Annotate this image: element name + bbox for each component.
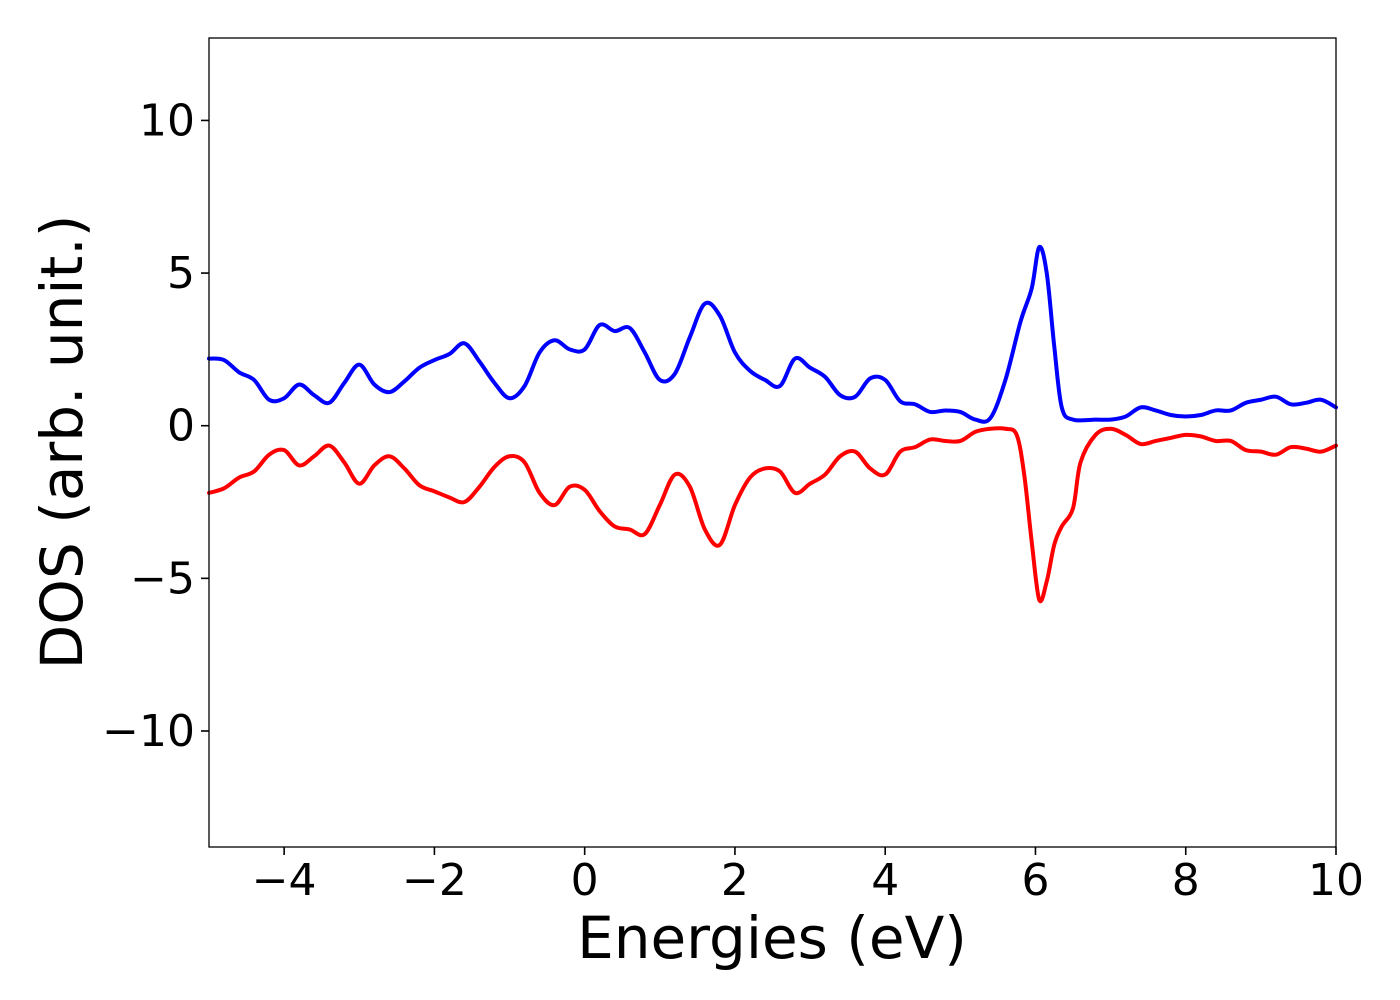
- y-tick-label: 0: [167, 401, 195, 452]
- x-tick-label: 10: [1308, 855, 1364, 906]
- x-tick-label: −2: [402, 855, 467, 906]
- x-axis-ticks: −4 −2 0 2 4 6 8 10: [252, 847, 1364, 906]
- y-tick-label: −10: [102, 706, 195, 757]
- x-tick-label: 2: [721, 855, 749, 906]
- x-tick-label: 8: [1172, 855, 1200, 906]
- x-tick-label: 6: [1021, 855, 1049, 906]
- y-tick-label: 5: [167, 248, 195, 299]
- x-tick-label: 0: [571, 855, 599, 906]
- y-tick-label: 10: [139, 95, 195, 146]
- series-layer: [207, 244, 1338, 604]
- x-tick-label: 4: [871, 855, 899, 906]
- series-line-2: [207, 426, 1338, 604]
- x-axis-label: Energies (eV): [577, 904, 967, 972]
- series-line-1: [207, 244, 1338, 424]
- y-tick-label: −5: [130, 553, 195, 604]
- x-tick-label: −4: [252, 855, 317, 906]
- y-axis-label: DOS (arb. unit.): [28, 215, 96, 670]
- y-axis-ticks: 10 5 0 −5 −10: [102, 95, 209, 757]
- plot-frame: [208, 37, 1337, 848]
